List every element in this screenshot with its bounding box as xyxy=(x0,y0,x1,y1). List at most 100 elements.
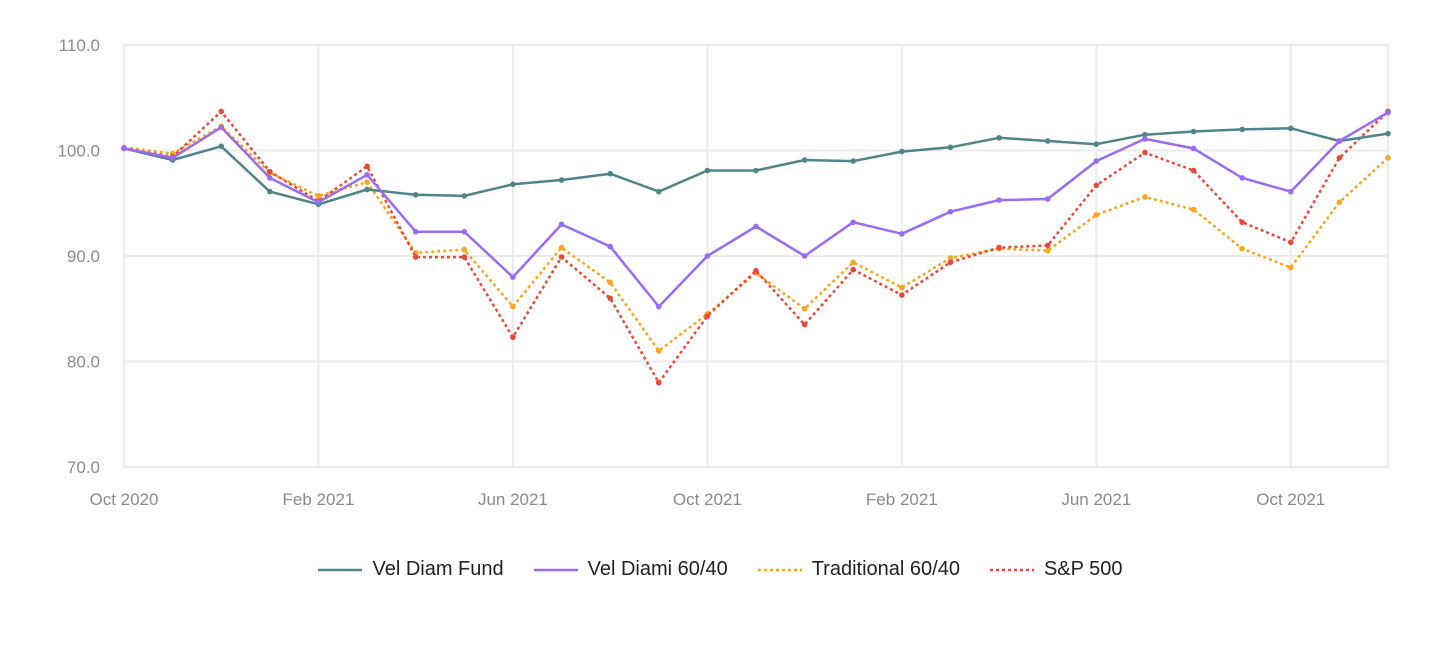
data-point xyxy=(364,186,370,193)
legend-swatch xyxy=(757,568,802,571)
data-point xyxy=(655,303,662,310)
legend-swatch xyxy=(318,568,363,571)
data-point xyxy=(461,254,468,260)
data-point xyxy=(558,254,565,260)
series-traditional-60-40 xyxy=(121,123,1391,354)
data-point xyxy=(315,193,322,199)
data-point xyxy=(1044,138,1051,144)
data-point xyxy=(947,144,954,151)
data-point xyxy=(267,188,273,195)
data-point xyxy=(169,155,176,161)
legend-label: S&P 500 xyxy=(1043,558,1123,580)
x-tick-label: Feb 2021 xyxy=(283,490,355,509)
data-point xyxy=(947,208,954,215)
data-point xyxy=(704,253,711,259)
data-point xyxy=(1190,128,1197,135)
data-point xyxy=(558,177,565,183)
data-point xyxy=(801,157,808,163)
data-point xyxy=(1142,131,1148,138)
data-point xyxy=(607,243,613,250)
data-point xyxy=(753,267,759,274)
series-line xyxy=(123,111,1389,308)
legend-label: Vel Diam Fund xyxy=(372,558,504,580)
data-point xyxy=(218,143,225,150)
data-point xyxy=(850,259,857,266)
x-tick-label: Oct 2021 xyxy=(673,490,742,509)
data-point xyxy=(947,259,954,266)
data-point xyxy=(1385,155,1391,161)
data-point xyxy=(607,279,613,286)
x-tick-label: Jun 2021 xyxy=(478,490,548,509)
data-point xyxy=(1239,126,1245,133)
data-point xyxy=(510,334,516,341)
data-point xyxy=(899,148,905,155)
data-point xyxy=(510,303,516,310)
data-point xyxy=(364,163,370,170)
data-point xyxy=(899,231,905,237)
data-point xyxy=(461,193,468,199)
data-point xyxy=(1093,182,1100,189)
data-point xyxy=(947,255,954,261)
x-tick-label: Feb 2021 xyxy=(866,490,938,509)
y-axis-ticks: 70.0 80.0 90.0 100.0 110.0 xyxy=(57,36,100,477)
y-tick-label: 110.0 xyxy=(59,36,100,55)
data-point xyxy=(850,266,857,273)
y-tick-label: 70.0 xyxy=(67,458,100,477)
data-point xyxy=(1093,158,1100,164)
legend-label: Traditional 60/40 xyxy=(811,558,960,580)
data-point xyxy=(121,145,127,152)
legend-item: S&P 500 xyxy=(989,558,1123,581)
line-chart: 70.0 80.0 90.0 100.0 110.0 Oct 2020 Feb 2021 J… xyxy=(57,36,1391,509)
data-point xyxy=(607,170,613,177)
data-point xyxy=(1190,145,1197,152)
legend: Vel Diam Fund Vel Diami 60/40 Traditional … xyxy=(0,558,1441,581)
data-point xyxy=(1239,175,1245,181)
data-point xyxy=(1287,264,1294,271)
data-point xyxy=(753,223,759,230)
data-point xyxy=(1142,136,1148,142)
y-tick-label: 80.0 xyxy=(67,353,100,372)
data-point xyxy=(1142,149,1148,156)
y-tick-label: 90.0 xyxy=(67,247,100,266)
data-point xyxy=(801,321,808,328)
data-point xyxy=(510,274,516,280)
data-point xyxy=(1190,167,1197,174)
legend-item: Vel Diam Fund xyxy=(318,558,504,581)
x-tick-label: Jun 2021 xyxy=(1061,490,1131,509)
data-point xyxy=(899,292,905,298)
series-line xyxy=(123,124,1389,353)
data-point xyxy=(1287,188,1294,195)
data-point xyxy=(704,167,711,174)
data-point xyxy=(801,305,808,312)
data-point xyxy=(558,244,565,251)
data-point xyxy=(1336,138,1343,144)
x-tick-label: Oct 2020 xyxy=(90,490,159,509)
series-group xyxy=(121,108,1391,386)
data-point xyxy=(412,192,419,198)
series-vel-diam-fund xyxy=(121,125,1391,208)
series-vel-diami-60-40 xyxy=(121,109,1391,310)
data-point xyxy=(218,108,225,115)
data-point xyxy=(315,199,322,205)
legend-label: Vel Diami 60/40 xyxy=(587,558,728,580)
x-axis-ticks: Oct 2020 Feb 2021 Jun 2021 Oct 2021 Feb 2021… xyxy=(90,490,1326,509)
data-point xyxy=(364,171,370,178)
data-point xyxy=(850,219,857,226)
data-point xyxy=(267,175,273,181)
legend-item: Vel Diami 60/40 xyxy=(533,558,728,581)
data-point xyxy=(558,221,565,228)
data-point xyxy=(996,197,1002,203)
data-point xyxy=(1093,141,1100,147)
data-point xyxy=(655,379,662,386)
data-point xyxy=(655,188,662,195)
data-point xyxy=(412,254,419,260)
data-point xyxy=(1287,125,1294,132)
data-point xyxy=(267,168,273,175)
data-point xyxy=(996,244,1002,251)
data-point xyxy=(1336,199,1343,205)
y-tick-label: 100.0 xyxy=(57,142,100,161)
data-point xyxy=(850,158,857,164)
legend-swatch xyxy=(989,568,1034,571)
data-point xyxy=(461,246,468,253)
data-point xyxy=(412,228,419,235)
